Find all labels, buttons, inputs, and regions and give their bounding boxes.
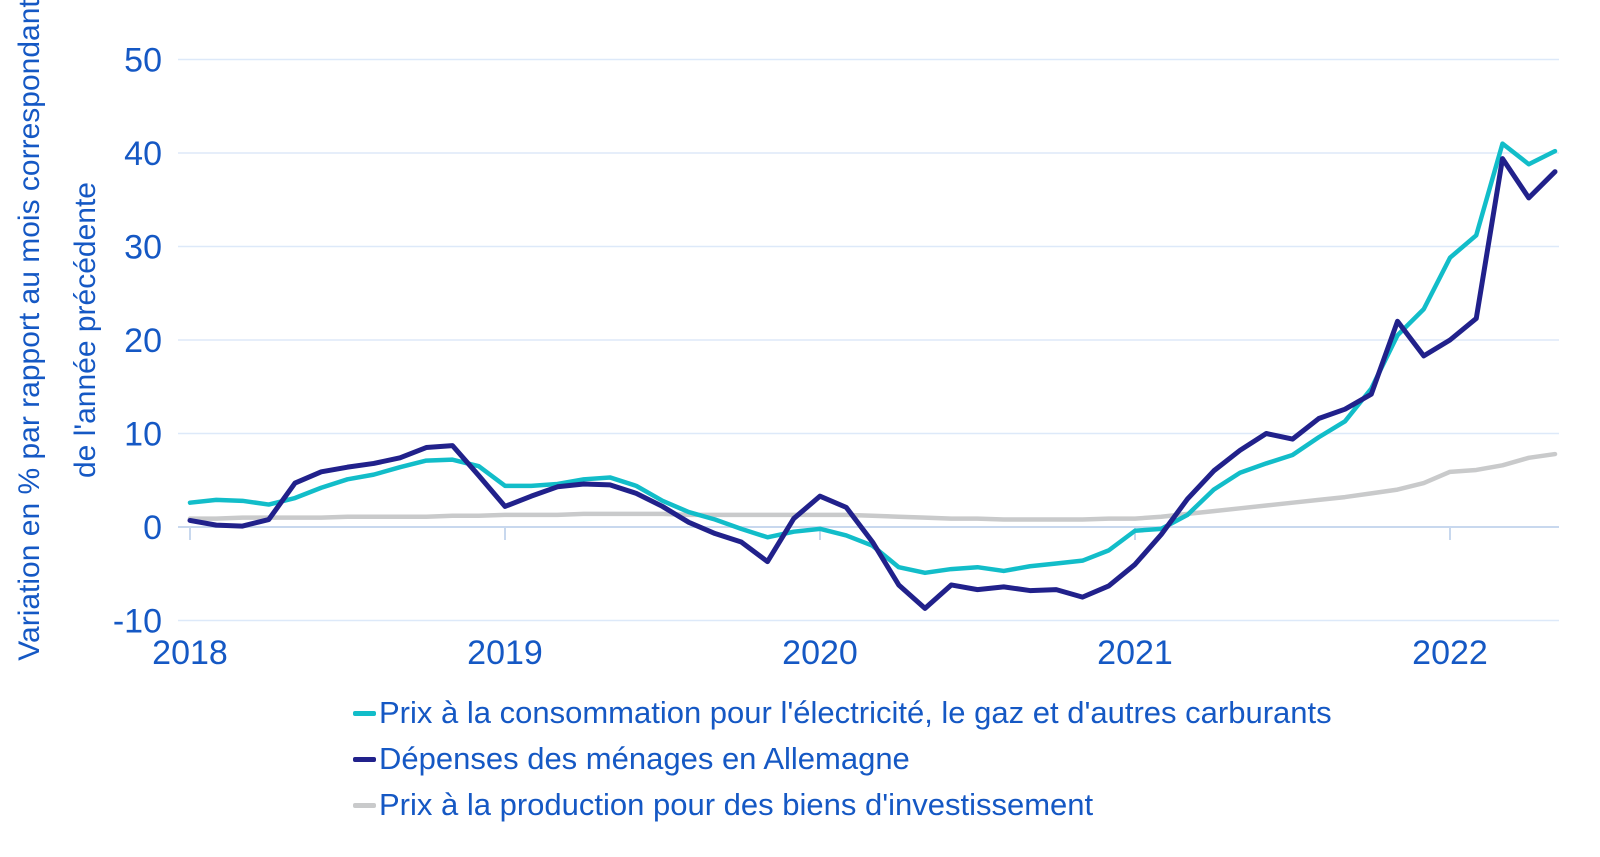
- series-lines-group: [187, 141, 1558, 611]
- y-tick-label: 10: [124, 416, 162, 454]
- x-tick-label: 2019: [467, 634, 543, 672]
- legend-label: Dépenses des ménages en Allemagne: [379, 741, 910, 776]
- legend: Prix à la consommation pour l'électricit…: [353, 690, 1332, 828]
- y-tick-label: 20: [124, 322, 162, 360]
- x-tick-label: 2022: [1412, 634, 1488, 672]
- household-expenses-line: [187, 156, 1558, 611]
- y-tick-labels-group: 50 40 30 20 10 0 -10: [113, 42, 162, 641]
- y-axis-title-line1: Variation en % par rapport au mois corre…: [13, 0, 46, 661]
- y-tick-label: 30: [124, 229, 162, 267]
- legend-item-consumer-prices: Prix à la consommation pour l'électricit…: [353, 690, 1332, 736]
- y-axis-title: Variation en % par rapport au mois corre…: [2, 0, 114, 680]
- x-tick-label: 2021: [1097, 634, 1173, 672]
- gridlines-group: [178, 58, 1559, 622]
- consumer-prices-line: [187, 141, 1558, 576]
- y-tick-label: -10: [113, 603, 162, 641]
- x-tick-labels-group: 2018 2019 2020 2021 2022: [152, 634, 1488, 672]
- y-tick-label: 50: [124, 42, 162, 80]
- legend-label: Prix à la production pour des biens d'in…: [379, 787, 1094, 822]
- producer-prices-line: [187, 451, 1558, 522]
- legend-item-household-expenses: Dépenses des ménages en Allemagne: [353, 736, 1332, 782]
- y-axis-title-line2: de l'année précédente: [69, 182, 102, 478]
- x-tick-label: 2018: [152, 634, 228, 672]
- y-tick-label: 0: [143, 509, 162, 547]
- legend-item-producer-prices: Prix à la production pour des biens d'in…: [353, 782, 1332, 828]
- x-tick-label: 2020: [782, 634, 858, 672]
- household-expenses-swatch-icon: [353, 756, 376, 762]
- consumer-prices-swatch-icon: [353, 710, 376, 716]
- producer-prices-swatch-icon: [353, 802, 376, 808]
- y-tick-label: 40: [124, 135, 162, 173]
- legend-label: Prix à la consommation pour l'électricit…: [379, 695, 1332, 730]
